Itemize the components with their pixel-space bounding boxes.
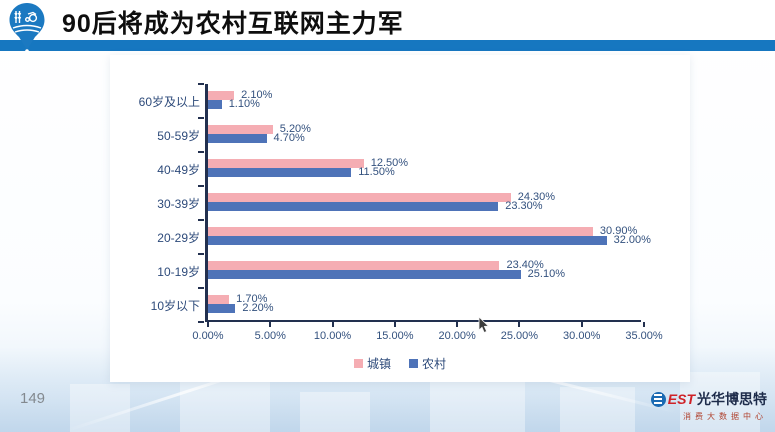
value-label: 23.40% bbox=[506, 259, 544, 271]
bar-urban bbox=[208, 91, 235, 100]
x-axis-tick bbox=[331, 322, 334, 327]
legend-label-urban: 城镇 bbox=[366, 357, 391, 371]
category-label: 10-19岁 bbox=[157, 265, 200, 279]
bar-rural bbox=[208, 270, 521, 279]
x-axis-tick-label: 15.00% bbox=[376, 330, 414, 342]
legend-swatch-rural bbox=[409, 359, 418, 368]
value-label: 5.20% bbox=[279, 123, 311, 135]
x-axis-tick bbox=[269, 322, 272, 327]
y-axis-tick bbox=[198, 321, 204, 323]
category-label: 50-59岁 bbox=[157, 129, 200, 143]
x-axis-tick-label: 10.00% bbox=[313, 330, 352, 342]
x-axis-tick bbox=[456, 322, 459, 327]
bar-rural bbox=[208, 100, 222, 109]
x-axis-tick bbox=[393, 322, 396, 327]
value-label: 11.50% bbox=[358, 166, 395, 178]
bar-urban bbox=[208, 193, 511, 202]
y-axis-tick bbox=[198, 83, 204, 85]
header-divider-bar bbox=[0, 40, 775, 51]
x-axis-tick-label: 35.00% bbox=[625, 330, 663, 342]
background-building bbox=[560, 387, 635, 432]
x-axis-tick-label: 5.00% bbox=[254, 330, 286, 342]
x-axis-tick-label: 30.00% bbox=[563, 330, 601, 342]
value-label: 2.20% bbox=[242, 302, 274, 314]
slide-title: 90后将成为农村互联网主力军 bbox=[62, 10, 404, 38]
mouse-cursor bbox=[478, 316, 491, 339]
y-axis-tick bbox=[198, 185, 204, 187]
x-axis-tick bbox=[518, 322, 521, 327]
header: 90后将成为农村互联网主力军 bbox=[0, 0, 775, 40]
brand-name: 光华博思特 bbox=[697, 391, 767, 407]
bar-urban bbox=[208, 159, 364, 168]
chart-legend: 城镇 农村 bbox=[110, 355, 690, 372]
bar-rural bbox=[208, 236, 607, 245]
x-axis-tick bbox=[643, 322, 645, 327]
page-number: 149 bbox=[20, 390, 46, 407]
x-axis-tick-label: 0.00% bbox=[192, 330, 224, 342]
x-axis-tick-label: 20.00% bbox=[438, 330, 476, 342]
bar-urban bbox=[208, 227, 593, 236]
background-building bbox=[680, 372, 760, 432]
value-label: 1.70% bbox=[236, 293, 268, 305]
brand-row: EST 光华博思特 bbox=[650, 389, 767, 409]
value-label: 24.30% bbox=[517, 191, 556, 203]
y-axis-tick bbox=[198, 219, 204, 221]
chart-panel: 2.10% 1.10% 5.20% 4.70% 12.50% 11.50% 24.30% 23… bbox=[110, 55, 690, 382]
legend-item-rural: 农村 bbox=[409, 355, 446, 372]
bar-urban bbox=[208, 295, 230, 304]
category-label: 10岁以下 bbox=[150, 299, 200, 313]
brand-mark: EST bbox=[667, 391, 695, 407]
value-label: 32.00% bbox=[613, 234, 651, 246]
plot-area: 2.10% 1.10% 5.20% 4.70% 12.50% 11.50% 24.30% 23… bbox=[205, 84, 651, 322]
value-label: 1.10% bbox=[228, 98, 260, 110]
x-axis-tick bbox=[207, 322, 209, 327]
y-axis-tick bbox=[198, 151, 204, 153]
brand-subtitle: 消费大数据中心 bbox=[683, 412, 767, 421]
legend-item-urban: 城镇 bbox=[353, 355, 391, 372]
legend-swatch-urban bbox=[353, 359, 363, 368]
background-building bbox=[300, 392, 370, 432]
category-label: 40-49岁 bbox=[157, 163, 200, 177]
category-label: 20-29岁 bbox=[157, 231, 200, 245]
value-label: 4.70% bbox=[273, 132, 305, 144]
x-axis-tick bbox=[580, 322, 583, 327]
value-label: 2.10% bbox=[241, 89, 273, 101]
value-label: 25.10% bbox=[527, 268, 565, 280]
y-axis-tick bbox=[198, 253, 204, 255]
bar-rural bbox=[208, 134, 267, 143]
value-label: 12.50% bbox=[370, 157, 409, 169]
agriculture-pin-logo bbox=[6, 1, 48, 55]
best-logo-icon bbox=[650, 391, 666, 407]
value-label: 30.90% bbox=[599, 225, 638, 237]
bar-urban bbox=[208, 261, 500, 270]
value-label: 23.30% bbox=[505, 200, 543, 212]
background-building bbox=[430, 374, 525, 432]
x-axis-tick-label: 25.00% bbox=[500, 330, 539, 342]
legend-label-rural: 农村 bbox=[422, 357, 447, 371]
category-label: 30-39岁 bbox=[157, 197, 200, 211]
y-axis-tick bbox=[198, 117, 204, 119]
bar-rural bbox=[208, 304, 236, 313]
brand-logo: EST 光华博思特 消费大数据中心 bbox=[650, 389, 767, 422]
bar-rural bbox=[208, 168, 352, 177]
y-axis-tick bbox=[198, 287, 204, 289]
bar-urban bbox=[208, 125, 273, 134]
bar-rural bbox=[208, 202, 499, 211]
category-label: 60岁及以上 bbox=[138, 95, 200, 109]
